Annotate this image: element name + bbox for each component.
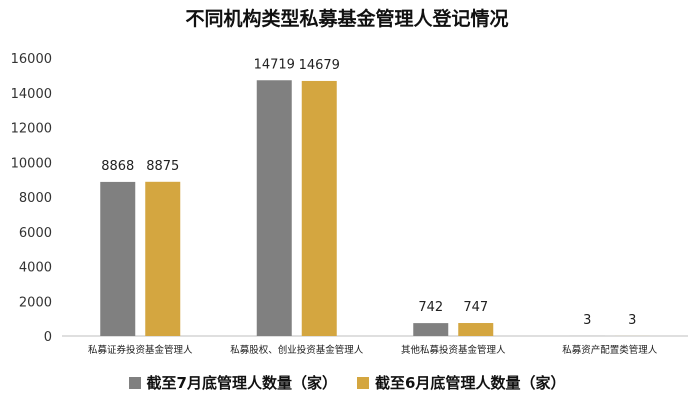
data-label-series-1-4: 3	[583, 313, 591, 328]
y-tick-label: 10000	[11, 156, 52, 171]
x-category-label: 私募证券投资基金管理人	[88, 344, 193, 356]
legend-swatch-series-1	[128, 376, 141, 389]
legend: 截至7月底管理人数量（家） 截至6月底管理人数量（家）	[0, 372, 694, 393]
x-category-label: 其他私募投资基金管理人	[401, 344, 506, 356]
data-label-series-2-4: 3	[628, 313, 636, 328]
data-label-series-1-2: 14719	[254, 57, 295, 72]
bar-series-2-3	[458, 323, 494, 336]
bar-series-2-1	[145, 181, 181, 336]
y-tick-label: 14000	[11, 87, 52, 102]
legend-label-series-2: 截至6月底管理人数量（家）	[375, 374, 566, 392]
bar-series-2-2	[301, 80, 337, 336]
data-label-series-2-1: 8875	[146, 159, 179, 174]
y-tick-label: 16000	[11, 52, 52, 67]
x-category-label: 私募股权、创业投资基金管理人	[230, 344, 364, 356]
data-label-series-2-3: 747	[463, 300, 488, 315]
legend-item-series-1: 截至7月底管理人数量（家）	[128, 372, 337, 393]
y-tick-label: 0	[44, 330, 52, 345]
legend-item-series-2: 截至6月底管理人数量（家）	[357, 372, 565, 393]
bar-series-1-1	[100, 181, 136, 336]
data-label-series-2-2: 14679	[299, 58, 340, 73]
y-tick-label: 8000	[19, 191, 52, 206]
bar-series-1-3	[413, 323, 449, 336]
chart-title: 不同机构类型私募基金管理人登记情况	[185, 8, 509, 30]
y-tick-label: 6000	[19, 226, 52, 241]
data-label-series-1-1: 8868	[101, 159, 134, 174]
legend-label-series-1: 截至7月底管理人数量（家）	[146, 374, 337, 392]
x-category-label: 私募资产配置类管理人	[562, 344, 658, 356]
y-tick-label: 2000	[19, 295, 52, 310]
y-tick-label: 12000	[11, 122, 52, 137]
data-label-series-1-3: 742	[418, 300, 443, 315]
legend-swatch-series-2	[357, 376, 369, 389]
bar-series-1-2	[256, 80, 292, 336]
y-tick-label: 4000	[19, 261, 52, 276]
